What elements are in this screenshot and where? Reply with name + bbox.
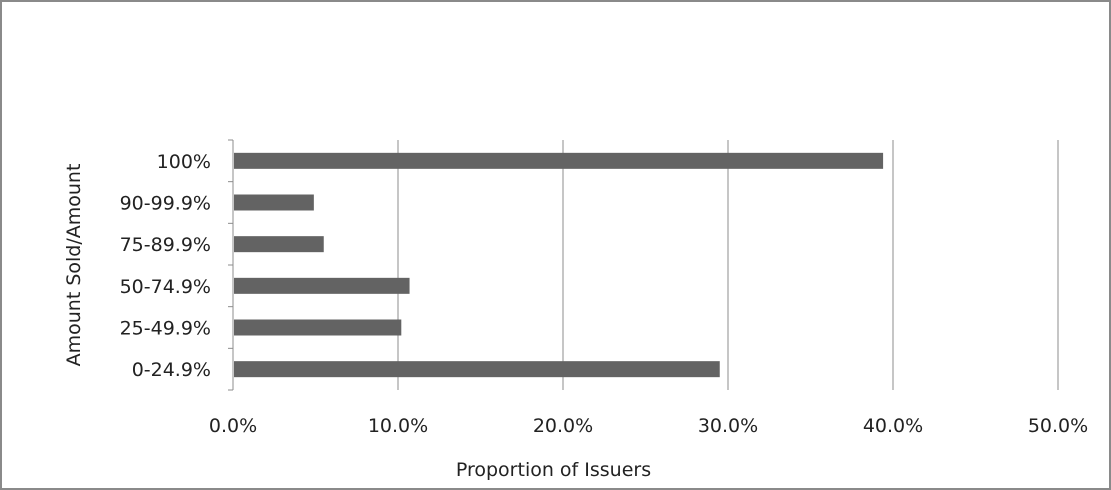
- axes: [228, 139, 234, 391]
- bars: [234, 152, 884, 378]
- bar: [234, 152, 884, 169]
- y-axis-title: Amount Sold/Amount: [63, 164, 85, 367]
- bar: [234, 361, 720, 378]
- x-tick-label: 40.0%: [863, 415, 923, 437]
- y-tick-label: 0-24.9%: [132, 359, 211, 381]
- x-tick-label: 10.0%: [368, 415, 428, 437]
- grid-lines: [397, 140, 1059, 390]
- x-tick-label: 20.0%: [533, 415, 593, 437]
- bar: [234, 236, 324, 253]
- x-tick-label: 30.0%: [698, 415, 758, 437]
- y-tick-label: 100%: [157, 151, 211, 173]
- y-tick-label: 75-89.9%: [120, 234, 211, 256]
- bar: [234, 194, 314, 211]
- tick-labels: 0.0% 10.0% 20.0% 30.0% 40.0% 50.0% 0-24.9% 25-4…: [120, 151, 1089, 437]
- y-tick-label: 50-74.9%: [120, 276, 211, 298]
- bar: [234, 319, 402, 336]
- y-tick-label: 25-49.9%: [120, 318, 211, 340]
- x-axis-title: Proportion of Issuers: [456, 459, 651, 481]
- x-tick-label: 50.0%: [1028, 415, 1088, 437]
- bar: [234, 277, 410, 294]
- y-tick-label: 90-99.9%: [120, 193, 211, 215]
- x-tick-label: 0.0%: [209, 415, 257, 437]
